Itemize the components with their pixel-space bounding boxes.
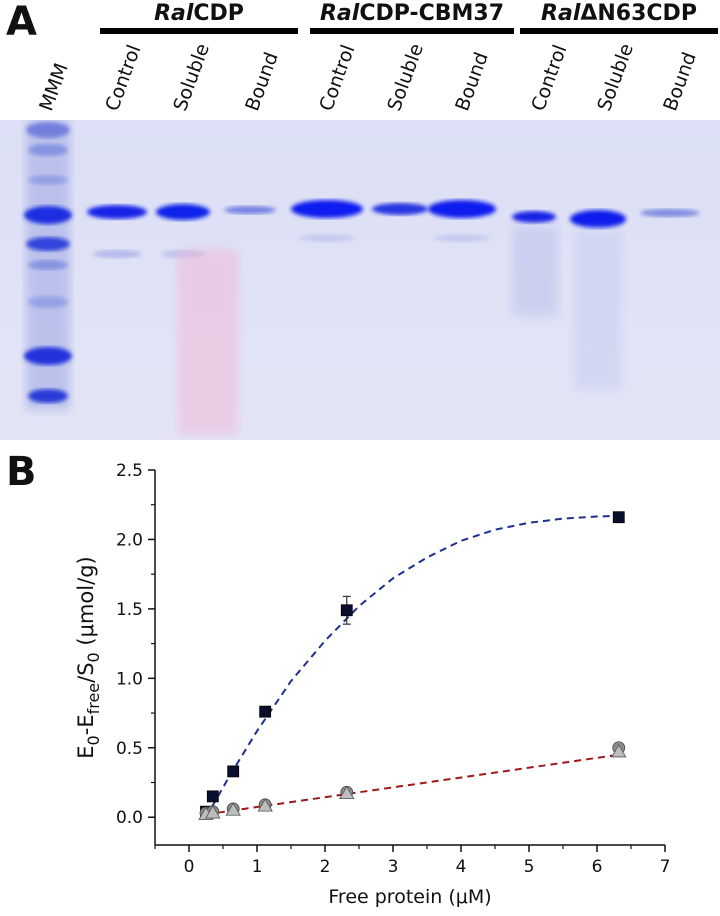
y-tick-label: 1.0 bbox=[116, 669, 143, 689]
lane-label-bound-3: Bound bbox=[659, 49, 701, 114]
data-point-square bbox=[206, 790, 219, 803]
y-label-sub-free: free bbox=[84, 683, 103, 715]
y-label-units: (μmol/g) bbox=[74, 556, 98, 652]
data-point-triangle bbox=[611, 744, 627, 758]
x-tick-label: 7 bbox=[660, 857, 671, 877]
binding-isotherm-chart: 0 1 2 3 4 5 6 7 0.0 0.5 1.0 1.5 2.0 2.5 Free protein … bbox=[74, 461, 670, 908]
lane-label-control-3: Control bbox=[527, 41, 572, 114]
y-label-slash-s: /S bbox=[74, 662, 98, 682]
fit-line-2 bbox=[205, 753, 619, 816]
data-point-square bbox=[259, 705, 272, 718]
x-axis-label: Free protein (μM) bbox=[328, 886, 491, 908]
x-tick-label: 6 bbox=[592, 857, 603, 877]
lane-label-control-1: Control bbox=[101, 41, 146, 114]
y-axis-label: E0-Efree/S0 (μmol/g) bbox=[74, 556, 103, 758]
y-label-minus-e: -E bbox=[74, 714, 98, 735]
y-tick-label: 0.5 bbox=[116, 739, 143, 759]
lane-label-mmm: MMM bbox=[35, 60, 73, 114]
y-label-sub-s0: 0 bbox=[84, 652, 103, 662]
lane-label-bound-1: Bound bbox=[241, 49, 283, 114]
group-ralcdp-suffix: CDP bbox=[193, 1, 244, 26]
y-tick-label: 2.5 bbox=[116, 461, 143, 481]
group-ralcdp-cbm37: RalCDP-CBM37 bbox=[310, 0, 514, 34]
group-raldn63cdp-bar bbox=[520, 28, 718, 34]
chart-points bbox=[198, 511, 627, 820]
group-raldn63cdp-prefix: Ral bbox=[541, 1, 581, 26]
x-tick-label: 3 bbox=[388, 857, 399, 877]
group-ralcdp-cbm37-suffix: CDP-CBM37 bbox=[359, 1, 505, 26]
group-ralcdp-cbm37-prefix: Ral bbox=[319, 1, 360, 26]
y-label-sub-0: 0 bbox=[84, 735, 103, 745]
data-point-triangle bbox=[225, 802, 241, 816]
lane-label-soluble-2: Soluble bbox=[383, 40, 428, 114]
y-label-e: E bbox=[74, 745, 98, 758]
data-point-triangle bbox=[257, 798, 273, 812]
group-raldn63cdp: RalΔN63CDP bbox=[520, 0, 718, 34]
data-point-triangle bbox=[339, 785, 355, 800]
panel-a-letter: A bbox=[6, 0, 37, 45]
x-tick-label: 2 bbox=[320, 857, 331, 877]
data-point-square bbox=[612, 511, 625, 524]
data-point-square bbox=[340, 604, 353, 617]
chart-fit-lines bbox=[205, 514, 619, 818]
y-tick-label: 1.5 bbox=[116, 600, 143, 620]
lane-label-control-2: Control bbox=[315, 41, 360, 114]
data-point-triangle bbox=[205, 805, 221, 819]
group-ralcdp: RalCDP bbox=[100, 0, 298, 34]
group-raldn63cdp-suffix: ΔN63CDP bbox=[580, 1, 697, 26]
data-point-square bbox=[227, 765, 240, 778]
panel-b-letter: B bbox=[6, 449, 37, 495]
group-ralcdp-prefix: Ral bbox=[154, 1, 194, 26]
sds-page-gel-image bbox=[0, 120, 720, 440]
y-tick-label: 2.0 bbox=[116, 530, 143, 550]
chart-axes: 0 1 2 3 4 5 6 7 0.0 0.5 1.0 1.5 2.0 2.5 bbox=[116, 461, 670, 877]
lane-label-soluble-3: Soluble bbox=[593, 40, 638, 114]
group-ralcdp-bar bbox=[100, 28, 298, 34]
lane-label-bound-2: Bound bbox=[451, 49, 493, 114]
x-tick-label: 0 bbox=[184, 857, 195, 877]
group-ralcdp-cbm37-bar bbox=[310, 28, 514, 34]
y-tick-label: 0.0 bbox=[116, 808, 143, 828]
lane-label-soluble-1: Soluble bbox=[169, 40, 214, 114]
x-tick-label: 1 bbox=[252, 857, 263, 877]
fit-line-1 bbox=[205, 514, 619, 818]
x-tick-label: 4 bbox=[456, 857, 467, 877]
x-tick-label: 5 bbox=[524, 857, 535, 877]
